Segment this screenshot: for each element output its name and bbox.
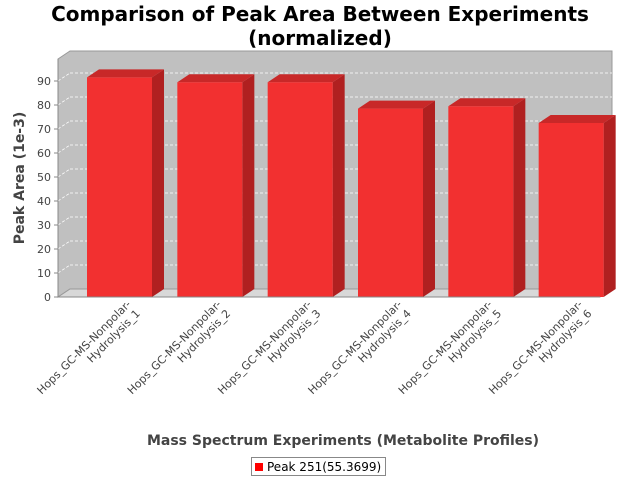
grid-line-diagonal [57,120,71,130]
y-tick-label: 40 [37,195,51,208]
bar-front [358,108,423,297]
grid-line-diagonal [57,168,71,178]
bar-side [332,74,345,297]
y-tick-label: 20 [37,243,51,256]
grid-line-diagonal [57,264,71,274]
bar-side [603,115,616,297]
x-tick-label-line: Hops_GC-MS-Nonpolar- [486,298,585,397]
x-tick-label-line: Hops_GC-MS-Nonpolar- [396,298,495,397]
y-axis-label: Peak Area (1e-3) [12,112,28,245]
y-tick-label: 70 [37,123,51,136]
grid-line-diagonal [57,192,71,202]
bar-front [177,82,243,297]
bar-front [448,106,514,297]
grid-line-diagonal [57,96,71,106]
x-tick-label-line: Hops_GC-MS-Nonpolar- [35,298,134,397]
bar-top [87,69,164,78]
grid-line-diagonal [57,240,71,250]
y-tick-label: 30 [37,219,51,232]
bar-top [177,74,255,83]
y-tick-label: 50 [37,171,51,184]
x-tick-label: Hops_GC-MS-Nonpolar-Hydrolysis_6 [486,298,594,406]
legend-swatch [255,462,263,471]
legend: Peak 251(55.3699) [251,457,387,476]
x-tick-label-line: Hops_GC-MS-Nonpolar- [125,298,224,397]
bar [87,69,164,298]
legend-label: Peak 251(55.3699) [267,459,382,474]
bar-top [448,98,526,107]
chart-title-line-1: Comparison of Peak Area Between Experime… [51,2,589,26]
grid-line-diagonal [57,144,71,154]
y-tick-label: 90 [37,75,51,88]
x-axis-label: Mass Spectrum Experiments (Metabolite Pr… [147,433,539,449]
y-tick-label: 80 [37,99,51,112]
chart-title-line-2: (normalized) [248,26,392,50]
x-axis: Hops_GC-MS-Nonpolar-Hydrolysis_1Hops_GC-… [35,296,600,406]
bars [87,69,616,298]
bar-front [87,77,152,298]
bar [448,98,526,297]
bar-side [242,74,255,297]
grid-line-diagonal [57,216,71,226]
bar-front [538,123,604,297]
grid-line-diagonal [57,72,71,82]
bar [538,115,616,297]
y-tick-label: 0 [44,291,51,304]
bar [177,74,255,297]
bar-side [152,69,164,298]
y-tick-label: 10 [37,267,51,280]
y-axis: 0 10 20 30 40 50 60 70 80 90 [37,59,59,304]
bar-top [358,100,435,109]
x-tick-label-line: Hops_GC-MS-Nonpolar- [215,298,314,397]
bar [267,74,345,297]
bar-front [267,82,333,297]
bar-side [423,100,435,297]
chart-title: Comparison of Peak Area Between Experime… [0,2,640,50]
bar-top [267,74,345,83]
bar-top [538,115,616,123]
y-tick-label: 60 [37,147,51,160]
bar [358,100,435,297]
x-tick-label-line: Hops_GC-MS-Nonpolar- [306,298,405,397]
bar-side [513,98,526,297]
